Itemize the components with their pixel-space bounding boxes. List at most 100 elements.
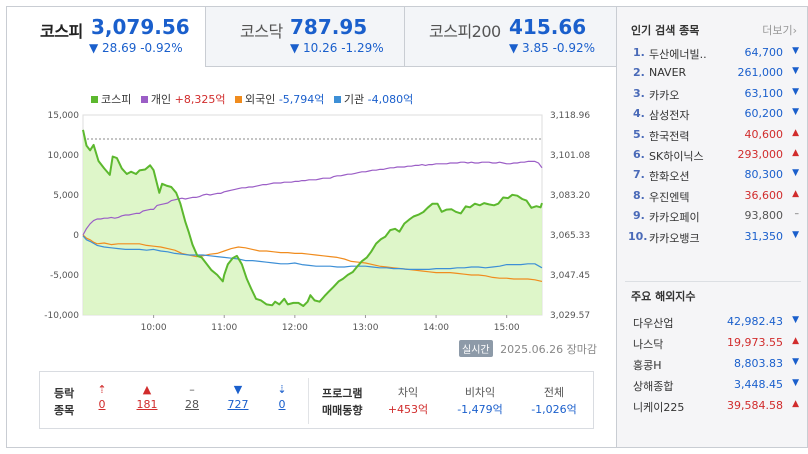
stat-value: 0 xyxy=(98,398,106,411)
tab-kospi200[interactable]: 코스피200 415.66 ▼ 3.85 -0.92% xyxy=(404,7,616,67)
list-item[interactable]: 다우산업 42,982.43 ▼ xyxy=(633,315,799,330)
divider xyxy=(625,281,801,282)
left-tick-label: 0 xyxy=(73,231,79,241)
stat-rise[interactable]: ▲ 181 xyxy=(132,382,162,411)
tab-change: ▼ 28.69 -0.92% xyxy=(89,41,183,55)
direction-icon: ▼ xyxy=(792,107,799,118)
stat-lower-limit[interactable]: ⇣ 0 xyxy=(267,382,297,411)
lower-limit-icon: ⇣ xyxy=(277,383,287,396)
direction-icon: ▼ xyxy=(792,168,799,179)
direction-icon: ▼ xyxy=(792,229,799,240)
chart-legend: 코스피 개인 +8,325억 외국인 -5,794억 기관 -4,080억 xyxy=(91,91,419,107)
program-non-arbitrage: 비차익 -1,479억 xyxy=(457,386,503,416)
direction-icon: ▼ xyxy=(792,315,799,325)
popular-title: 인기 검색 종목 xyxy=(631,24,700,37)
x-tick-label: 10:00 xyxy=(141,323,167,333)
list-item[interactable]: 6. SK하이닉스 293,000 ▲ xyxy=(633,147,799,163)
right-tick-label: 3,047.45 xyxy=(550,271,590,281)
list-item[interactable]: 3. 카카오 63,100 ▼ xyxy=(633,86,799,102)
tab-value: 3,079.56 xyxy=(91,15,190,39)
right-tick-label: 3,029.57 xyxy=(550,311,590,321)
legend-kospi: 코스피 xyxy=(91,91,131,107)
series-line-1 xyxy=(82,160,543,236)
tab-value: 415.66 xyxy=(509,15,587,39)
tab-kospi[interactable]: 코스피 3,079.56 ▼ 28.69 -0.92% xyxy=(7,7,205,67)
direction-icon: ▲ xyxy=(792,399,799,409)
tab-kosdaq[interactable]: 코스닥 787.95 ▼ 10.26 -1.29% xyxy=(205,7,404,67)
stat-value: 181 xyxy=(136,398,158,411)
right-tick-label: 3,083.20 xyxy=(550,191,590,201)
direction-icon: ▼ xyxy=(792,357,799,367)
tab-name: 코스피200 xyxy=(429,22,501,41)
stat-flat[interactable]: – 28 xyxy=(177,382,207,411)
list-item[interactable]: 나스닥 19,973.55 ▲ xyxy=(633,336,799,351)
legend-swatch-individual xyxy=(140,96,148,103)
legend-individual: 개인 +8,325억 xyxy=(140,91,225,107)
tab-name: 코스피 xyxy=(40,22,83,41)
world-indices-list: 다우산업 42,982.43 ▼ 나스닥 19,973.55 ▲ 홍콩H 8,803.83… xyxy=(631,312,807,417)
list-item[interactable]: 홍콩H 8,803.83 ▼ xyxy=(633,357,799,372)
popular-list: 1. 두산에너빌.. 64,700 ▼ 2. NAVER 261,000 ▼ 3. 카카오 63… xyxy=(628,43,807,247)
legend-swatch-kospi xyxy=(91,96,98,103)
index-tabs: 코스피 3,079.56 ▼ 28.69 -0.92% 코스닥 787.95 ▼… xyxy=(7,7,616,67)
right-tick-label: 3,118.96 xyxy=(550,111,590,121)
divider xyxy=(308,378,309,424)
legend-institution: 기관 -4,080억 xyxy=(333,91,413,107)
stat-value: 0 xyxy=(278,398,286,411)
stat-value: 727 xyxy=(227,398,249,411)
list-item[interactable]: 5. 한국전력 40,600 ▲ xyxy=(633,127,799,143)
series-line-3 xyxy=(82,235,543,270)
list-item[interactable]: 2. NAVER 261,000 ▼ xyxy=(633,66,799,80)
left-tick-label: -10,000 xyxy=(44,311,79,321)
list-item[interactable]: 7. 한화오션 80,300 ▼ xyxy=(633,168,799,184)
direction-icon: ▼ xyxy=(792,46,799,56)
x-tick-label: 11:00 xyxy=(211,323,237,333)
tab-name: 코스닥 xyxy=(240,22,283,41)
realtime-button[interactable]: 실시간 xyxy=(459,340,493,357)
direction-icon: ▼ xyxy=(792,378,799,388)
direction-icon: ▲ xyxy=(792,188,799,199)
tab-change: ▼ 3.85 -0.92% xyxy=(509,41,596,55)
advance-decline-label: 등락 종목 xyxy=(54,387,75,417)
series-line-0 xyxy=(82,129,543,307)
direction-icon: ▲ xyxy=(792,147,799,158)
market-index-panel: 코스피 3,079.56 ▼ 28.69 -0.92% 코스닥 787.95 ▼… xyxy=(6,6,616,448)
fall-icon: ▼ xyxy=(233,383,243,396)
x-tick-label: 15:00 xyxy=(494,323,520,333)
stat-upper-limit[interactable]: ⇡ 0 xyxy=(87,382,117,411)
world-indices-title: 주요 해외지수 xyxy=(631,290,696,303)
right-tick-label: 3,101.08 xyxy=(550,151,590,161)
direction-icon: – xyxy=(794,209,800,220)
tab-value: 787.95 xyxy=(290,15,368,39)
status-state: 장마감 xyxy=(566,343,597,356)
direction-icon: ▲ xyxy=(792,127,799,138)
stat-fall[interactable]: ▼ 727 xyxy=(223,382,253,411)
stat-value: 28 xyxy=(185,398,199,411)
intraday-chart: 15,000 10,000 5,000 0 -5,000 -10,000 3,118.96 3… xyxy=(44,111,590,333)
flat-icon: – xyxy=(189,383,195,396)
market-status: 실시간 2025.06.26 장마감 xyxy=(459,340,597,357)
list-item[interactable]: 4. 삼성전자 60,200 ▼ xyxy=(633,107,799,123)
list-item[interactable]: 8. 우진엔텍 36,600 ▲ xyxy=(633,188,799,204)
list-item[interactable]: 니케이225 39,584.58 ▲ xyxy=(633,399,799,414)
legend-foreign: 외국인 -5,794억 xyxy=(234,91,324,107)
left-tick-label: 5,000 xyxy=(53,191,79,201)
chevron-right-icon: › xyxy=(792,24,797,37)
upper-limit-icon: ⇡ xyxy=(97,383,107,396)
direction-icon: ▲ xyxy=(792,336,799,346)
list-item[interactable]: 상해종합 3,448.45 ▼ xyxy=(633,378,799,393)
series-line-2 xyxy=(82,234,543,282)
list-item[interactable]: 9. 카카오페이 93,800– xyxy=(633,209,800,225)
list-item[interactable]: 1. 두산에너빌.. 64,700 ▼ xyxy=(633,46,799,61)
tab-change: ▼ 10.26 -1.29% xyxy=(290,41,384,55)
more-link[interactable]: 더보기› xyxy=(762,24,797,37)
kospi-area xyxy=(83,129,542,315)
advance-decline-box: 등락 종목 ⇡ 0 ▲ 181 – 28 ▼ 727 ⇣ 0 프로그램 매매동향 xyxy=(39,371,594,429)
program-total: 전체 -1,026억 xyxy=(531,386,577,416)
legend-swatch-institution xyxy=(333,96,341,103)
program-trading-label: 프로그램 매매동향 xyxy=(322,387,363,417)
list-item[interactable]: 10. 카카오뱅크 31,350 ▼ xyxy=(628,229,799,245)
left-tick-label: 10,000 xyxy=(48,151,80,161)
program-arbitrage: 차익 +453억 xyxy=(387,386,429,416)
right-tick-label: 3,065.33 xyxy=(550,231,590,241)
